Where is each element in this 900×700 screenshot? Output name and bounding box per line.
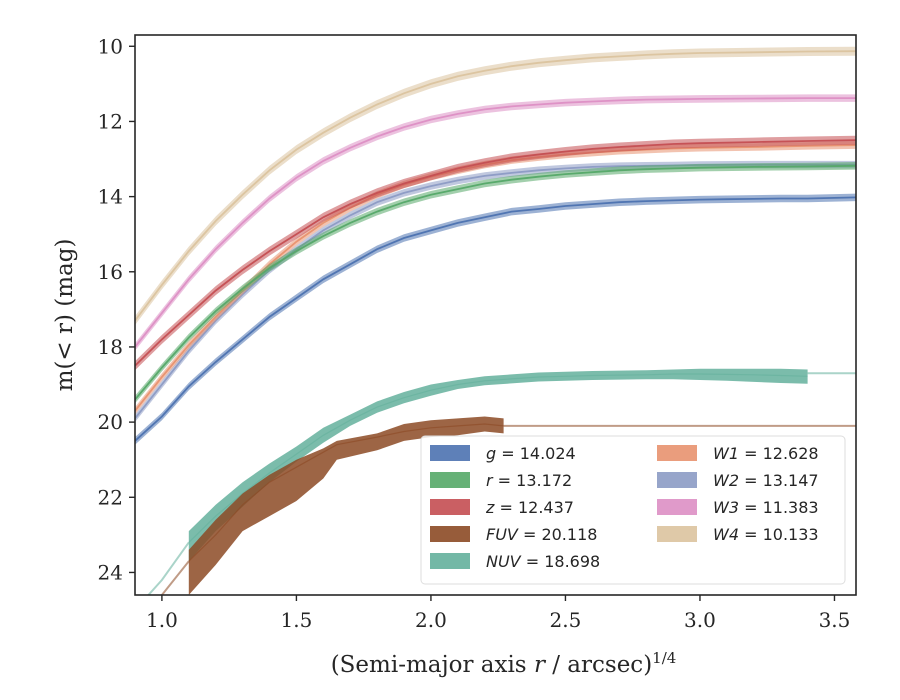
legend-swatch-g — [430, 445, 470, 461]
y-tick-label: 16 — [98, 260, 123, 284]
legend-label-w1: W1 = 12.628 — [713, 444, 819, 463]
y-tick-label: 24 — [98, 560, 123, 584]
x-axis-title-prefix: (Semi-major axis — [331, 652, 534, 678]
series-nuv-line — [188, 373, 808, 543]
x-axis-ticks: 1.0 1.5 2.0 2.5 3.0 3.5 — [146, 595, 850, 632]
legend-label-fuv: FUV = 20.118 — [486, 525, 597, 544]
series-nuv-faint-start — [147, 541, 190, 595]
y-tick-label: 20 — [98, 410, 123, 434]
x-axis-title-suffix: / arcsec) — [545, 652, 652, 678]
legend-band-name: W3 — [713, 498, 739, 517]
x-tick-label: 3.5 — [819, 608, 851, 632]
legend-total-mag: = 18.698 — [521, 552, 601, 571]
legend-swatch-w3 — [657, 499, 697, 515]
legend-label-nuv: NUV = 18.698 — [486, 552, 600, 571]
legend-band-name: W1 — [713, 444, 739, 463]
curves-layer — [135, 46, 856, 595]
x-tick-label: 2.5 — [550, 608, 582, 632]
series-fuv-band — [188, 416, 504, 595]
y-axis-title: m(< r) (mag) — [52, 239, 78, 392]
legend-total-mag: = 12.628 — [739, 444, 819, 463]
legend-swatch-w1 — [657, 445, 697, 461]
x-tick-label: 1.0 — [146, 608, 178, 632]
legend-swatch-fuv — [430, 526, 470, 542]
legend-total-mag: = 12.437 — [494, 498, 574, 517]
legend-band-name: z — [485, 498, 495, 517]
legend-box — [420, 435, 846, 585]
legend-label-w3: W3 = 11.383 — [713, 498, 819, 517]
series-g-line — [135, 196, 856, 442]
x-axis-title: (Semi-major axis r / arcsec)1/4 — [331, 649, 677, 678]
legend-total-mag: = 14.024 — [496, 444, 576, 463]
legend-total-mag: = 20.118 — [518, 525, 598, 544]
legend-swatch-r — [430, 472, 470, 488]
y-axis-ticks: 10 12 14 16 18 20 22 24 — [98, 34, 135, 584]
x-tick-label: 3.0 — [684, 608, 716, 632]
legend-band-name: FUV — [486, 525, 519, 544]
legend-swatch-z — [430, 499, 470, 515]
y-tick-label: 22 — [98, 485, 123, 509]
legend-total-mag: = 10.133 — [739, 525, 819, 544]
plot-frame — [134, 34, 857, 596]
legend-total-mag: = 11.383 — [739, 498, 819, 517]
legend-label-w4: W4 = 10.133 — [713, 525, 819, 544]
legend-band-name: g — [486, 444, 496, 463]
x-tick-label: 2.0 — [415, 608, 447, 632]
series-z-band — [135, 135, 856, 371]
x-tick-label: 1.5 — [281, 608, 313, 632]
legend-label-g: g = 14.024 — [486, 444, 576, 463]
series-fuv-faint-start — [160, 560, 190, 595]
series-fuv-line — [188, 423, 504, 562]
series-w4-line — [135, 50, 856, 322]
legend-swatch-nuv — [430, 553, 470, 569]
legend-label-r: r = 13.172 — [486, 471, 572, 490]
legend-label-w2: W2 = 13.147 — [713, 471, 819, 490]
legend-swatch-w4 — [657, 526, 697, 542]
x-axis-title-exponent: 1/4 — [652, 649, 676, 667]
x-axis-title-var: r — [534, 652, 547, 678]
y-tick-label: 12 — [98, 109, 123, 133]
y-tick-label: 18 — [98, 335, 123, 359]
legend-label-z: z = 12.437 — [485, 498, 574, 517]
legend-total-mag: = 13.172 — [493, 471, 573, 490]
series-z-line — [135, 139, 856, 367]
legend-band-name: NUV — [486, 552, 522, 571]
y-tick-label: 10 — [98, 34, 123, 58]
series-w3-line — [135, 97, 856, 348]
legend-band-name: W2 — [713, 471, 739, 490]
y-tick-label: 14 — [98, 185, 123, 209]
series-r-line — [135, 164, 856, 401]
series-w4-band — [135, 46, 856, 326]
legend-band-name: r — [486, 471, 494, 490]
legend-total-mag: = 13.147 — [739, 471, 819, 490]
legend-swatch-w2 — [657, 472, 697, 488]
series-g-band — [135, 193, 856, 445]
legend-band-name: W4 — [713, 525, 739, 544]
